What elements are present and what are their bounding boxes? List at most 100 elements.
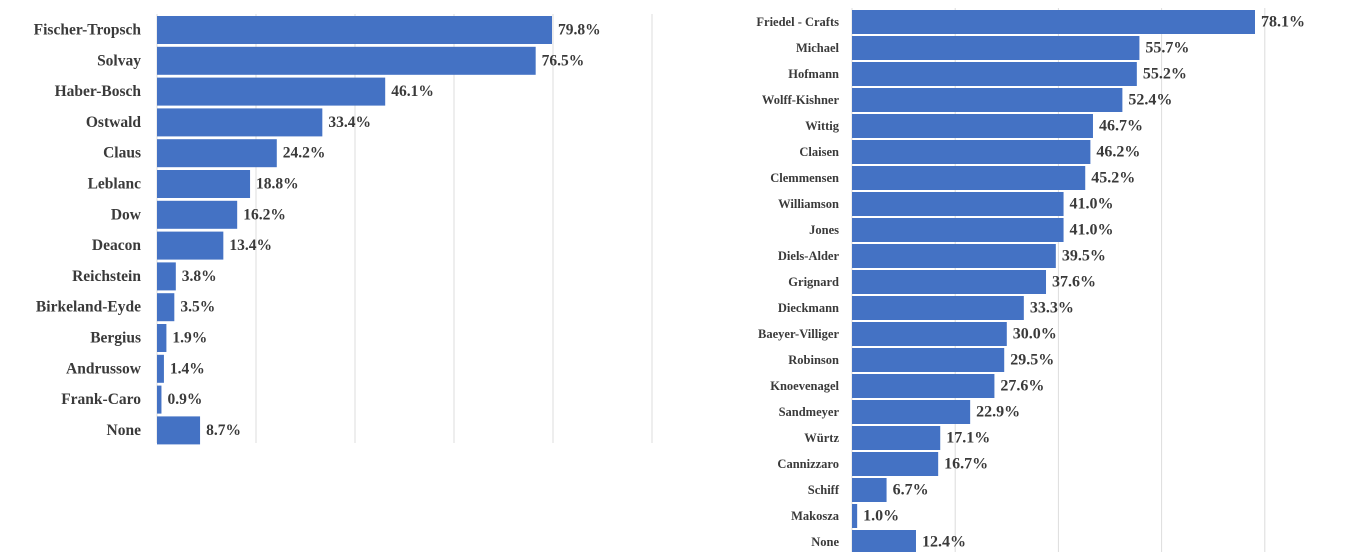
value-label: 3.5%: [180, 299, 215, 316]
category-label: Williamson: [778, 197, 839, 211]
category-label: Wolff-Kishner: [762, 93, 840, 107]
category-label: Knoevenagel: [770, 379, 839, 393]
bar: [852, 322, 1007, 346]
bar: [157, 416, 201, 445]
category-label: Wittig: [805, 119, 840, 133]
value-label: 1.4%: [170, 360, 205, 377]
bar: [157, 16, 553, 44]
value-label: 24.2%: [283, 145, 326, 162]
bar: [852, 140, 1091, 164]
bar: [852, 400, 971, 424]
value-label: 16.7%: [944, 456, 988, 473]
value-label: 45.2%: [1091, 170, 1135, 187]
bar: [852, 426, 941, 450]
bar: [157, 324, 167, 352]
category-label: Diels-Alder: [778, 249, 840, 263]
value-label: 78.1%: [1261, 14, 1305, 31]
category-label: Solvay: [97, 52, 141, 69]
value-label: 79.8%: [558, 22, 601, 39]
category-label: Schiff: [808, 483, 840, 497]
value-label: 41.0%: [1070, 222, 1114, 239]
bar: [852, 166, 1086, 190]
category-label: Ostwald: [86, 114, 142, 131]
category-label: Dieckmann: [778, 301, 839, 315]
value-label: 37.6%: [1052, 274, 1096, 291]
value-label: 13.4%: [229, 237, 272, 254]
category-label: Haber-Bosch: [55, 83, 142, 100]
value-label: 18.8%: [256, 176, 299, 193]
bar: [157, 293, 175, 322]
bar: [157, 77, 386, 106]
category-label: None: [811, 535, 839, 549]
value-label: 12.4%: [922, 534, 966, 551]
bar: [852, 192, 1064, 216]
category-label: Andrussow: [66, 360, 142, 377]
bar: [157, 170, 251, 198]
value-label: 17.1%: [946, 430, 990, 447]
chart-1: Fischer-Tropsch 79.8% Solvay 76.5% Haber-Bos…: [34, 14, 653, 445]
value-label: 1.0%: [863, 508, 899, 525]
value-label: 1.9%: [172, 330, 207, 347]
bar: [852, 244, 1056, 268]
value-label: 0.9%: [167, 391, 202, 408]
value-label: 46.7%: [1099, 118, 1143, 135]
value-label: 30.0%: [1013, 326, 1057, 343]
bar: [157, 46, 536, 75]
bar: [852, 88, 1123, 112]
value-label: 55.7%: [1145, 40, 1189, 57]
category-label: Leblanc: [88, 176, 142, 193]
category-label: Birkeland-Eyde: [36, 299, 141, 316]
value-label: 3.8%: [182, 268, 217, 285]
value-label: 33.4%: [328, 114, 371, 131]
value-label: 8.7%: [206, 422, 241, 439]
value-label: 46.2%: [1096, 144, 1140, 161]
value-label: 52.4%: [1128, 92, 1172, 109]
value-label: 55.2%: [1143, 66, 1187, 83]
bar: [852, 374, 995, 398]
bar: [852, 530, 916, 552]
bar: [157, 108, 323, 137]
bar: [852, 114, 1093, 138]
value-label: 22.9%: [976, 404, 1020, 421]
value-label: 39.5%: [1062, 248, 1106, 265]
category-label: Claisen: [799, 145, 839, 159]
bar: [852, 348, 1005, 372]
value-label: 41.0%: [1070, 196, 1114, 213]
bar: [852, 452, 939, 476]
bar: [157, 200, 238, 229]
value-label: 46.1%: [391, 83, 434, 100]
value-label: 33.3%: [1030, 300, 1074, 317]
category-label: Würtz: [804, 431, 839, 445]
bar: [852, 504, 858, 528]
bar: [157, 262, 176, 291]
category-label: Makosza: [791, 509, 840, 523]
category-label: Reichstein: [72, 268, 141, 285]
category-label: Fischer-Tropsch: [34, 22, 142, 39]
bar: [852, 296, 1024, 320]
value-label: 27.6%: [1000, 378, 1044, 395]
chart-2: Friedel - Crafts 78.1% Michael 55.7% Hofmann…: [756, 8, 1305, 552]
bar: [157, 231, 224, 260]
category-label: Baeyer-Villiger: [758, 327, 839, 341]
category-label: None: [107, 422, 142, 439]
category-label: Deacon: [92, 237, 141, 254]
value-label: 76.5%: [542, 52, 585, 69]
bar: [852, 10, 1255, 34]
value-label: 6.7%: [893, 482, 929, 499]
bar: [852, 218, 1064, 242]
category-label: Robinson: [788, 353, 839, 367]
bar: [852, 270, 1047, 294]
bar: [157, 354, 164, 383]
category-label: Friedel - Crafts: [756, 15, 839, 29]
bar: [852, 62, 1137, 86]
value-label: 16.2%: [243, 206, 286, 223]
category-label: Hofmann: [788, 67, 839, 81]
category-label: Jones: [809, 223, 839, 237]
bar: [852, 36, 1140, 60]
category-label: Bergius: [90, 330, 141, 347]
category-label: Clemmensen: [770, 171, 839, 185]
bar: [852, 478, 887, 502]
bar: [157, 385, 162, 414]
category-label: Grignard: [788, 275, 839, 289]
category-label: Claus: [103, 145, 141, 162]
